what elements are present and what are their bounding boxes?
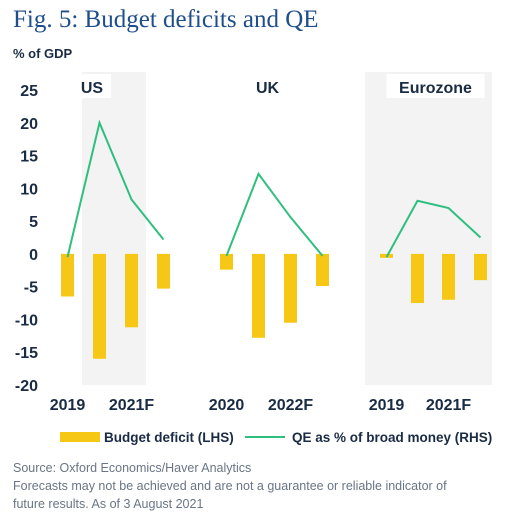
disclaimer-line: Forecasts may not be achieved and are no… xyxy=(13,479,447,493)
x-tick-label: 2020 xyxy=(209,397,245,414)
x-tick-label: 2019 xyxy=(50,397,86,414)
y-tick-label: 15 xyxy=(20,149,38,166)
panel-title-box xyxy=(386,74,485,98)
budget-deficit-bar xyxy=(442,253,455,300)
legend-bar-label: Budget deficit (LHS) xyxy=(104,430,234,445)
panel-title: Eurozone xyxy=(399,80,472,97)
budget-deficit-bar xyxy=(61,253,74,297)
budget-deficit-bar xyxy=(252,253,265,338)
budget-deficit-bar xyxy=(474,253,487,281)
x-tick-label: 2022F xyxy=(268,397,314,414)
x-tick-label: 2019 xyxy=(369,397,405,414)
budget-deficit-bar xyxy=(125,253,138,328)
qe-line xyxy=(66,119,165,258)
x-tick-label: 2021F xyxy=(426,397,472,414)
panel-background xyxy=(365,72,492,385)
qe-line xyxy=(385,199,482,258)
budget-deficit-bar xyxy=(411,253,424,304)
y-tick-label: 0 xyxy=(29,247,38,264)
y-tick-label: -10 xyxy=(15,312,38,329)
panel-background xyxy=(82,72,146,385)
budget-deficit-bar xyxy=(284,253,297,323)
panel-title: US xyxy=(81,80,104,97)
x-tick-label: 2021F xyxy=(109,397,155,414)
chart-title: Fig. 5: Budget deficits and QE xyxy=(13,6,319,33)
budget-deficit-bar xyxy=(93,253,106,359)
qe-line xyxy=(225,171,324,257)
source-line: Source: Oxford Economics/Haver Analytics xyxy=(13,461,252,475)
y-tick-label: -5 xyxy=(24,280,38,297)
y-unit-label: % of GDP xyxy=(13,46,73,61)
source-note: Source: Oxford Economics/Haver Analytics… xyxy=(13,459,523,513)
y-tick-label: 5 xyxy=(29,214,38,231)
panel-title-box xyxy=(73,74,111,98)
y-tick-label: 10 xyxy=(20,181,38,198)
y-tick-label: -15 xyxy=(15,345,38,362)
panel-title: UK xyxy=(256,80,280,97)
budget-deficit-bar xyxy=(157,253,170,289)
panel-title-box xyxy=(248,74,287,98)
y-tick-label: 20 xyxy=(20,116,38,133)
disclaimer-line: future results. As of 3 August 2021 xyxy=(13,497,204,511)
y-tick-label: 25 xyxy=(20,83,38,100)
legend-bar-swatch xyxy=(60,432,100,442)
budget-deficit-bar xyxy=(220,253,233,270)
y-tick-label: -20 xyxy=(15,378,38,395)
legend-line-label: QE as % of broad money (RHS) xyxy=(292,430,492,445)
budget-deficit-bar xyxy=(316,253,329,287)
